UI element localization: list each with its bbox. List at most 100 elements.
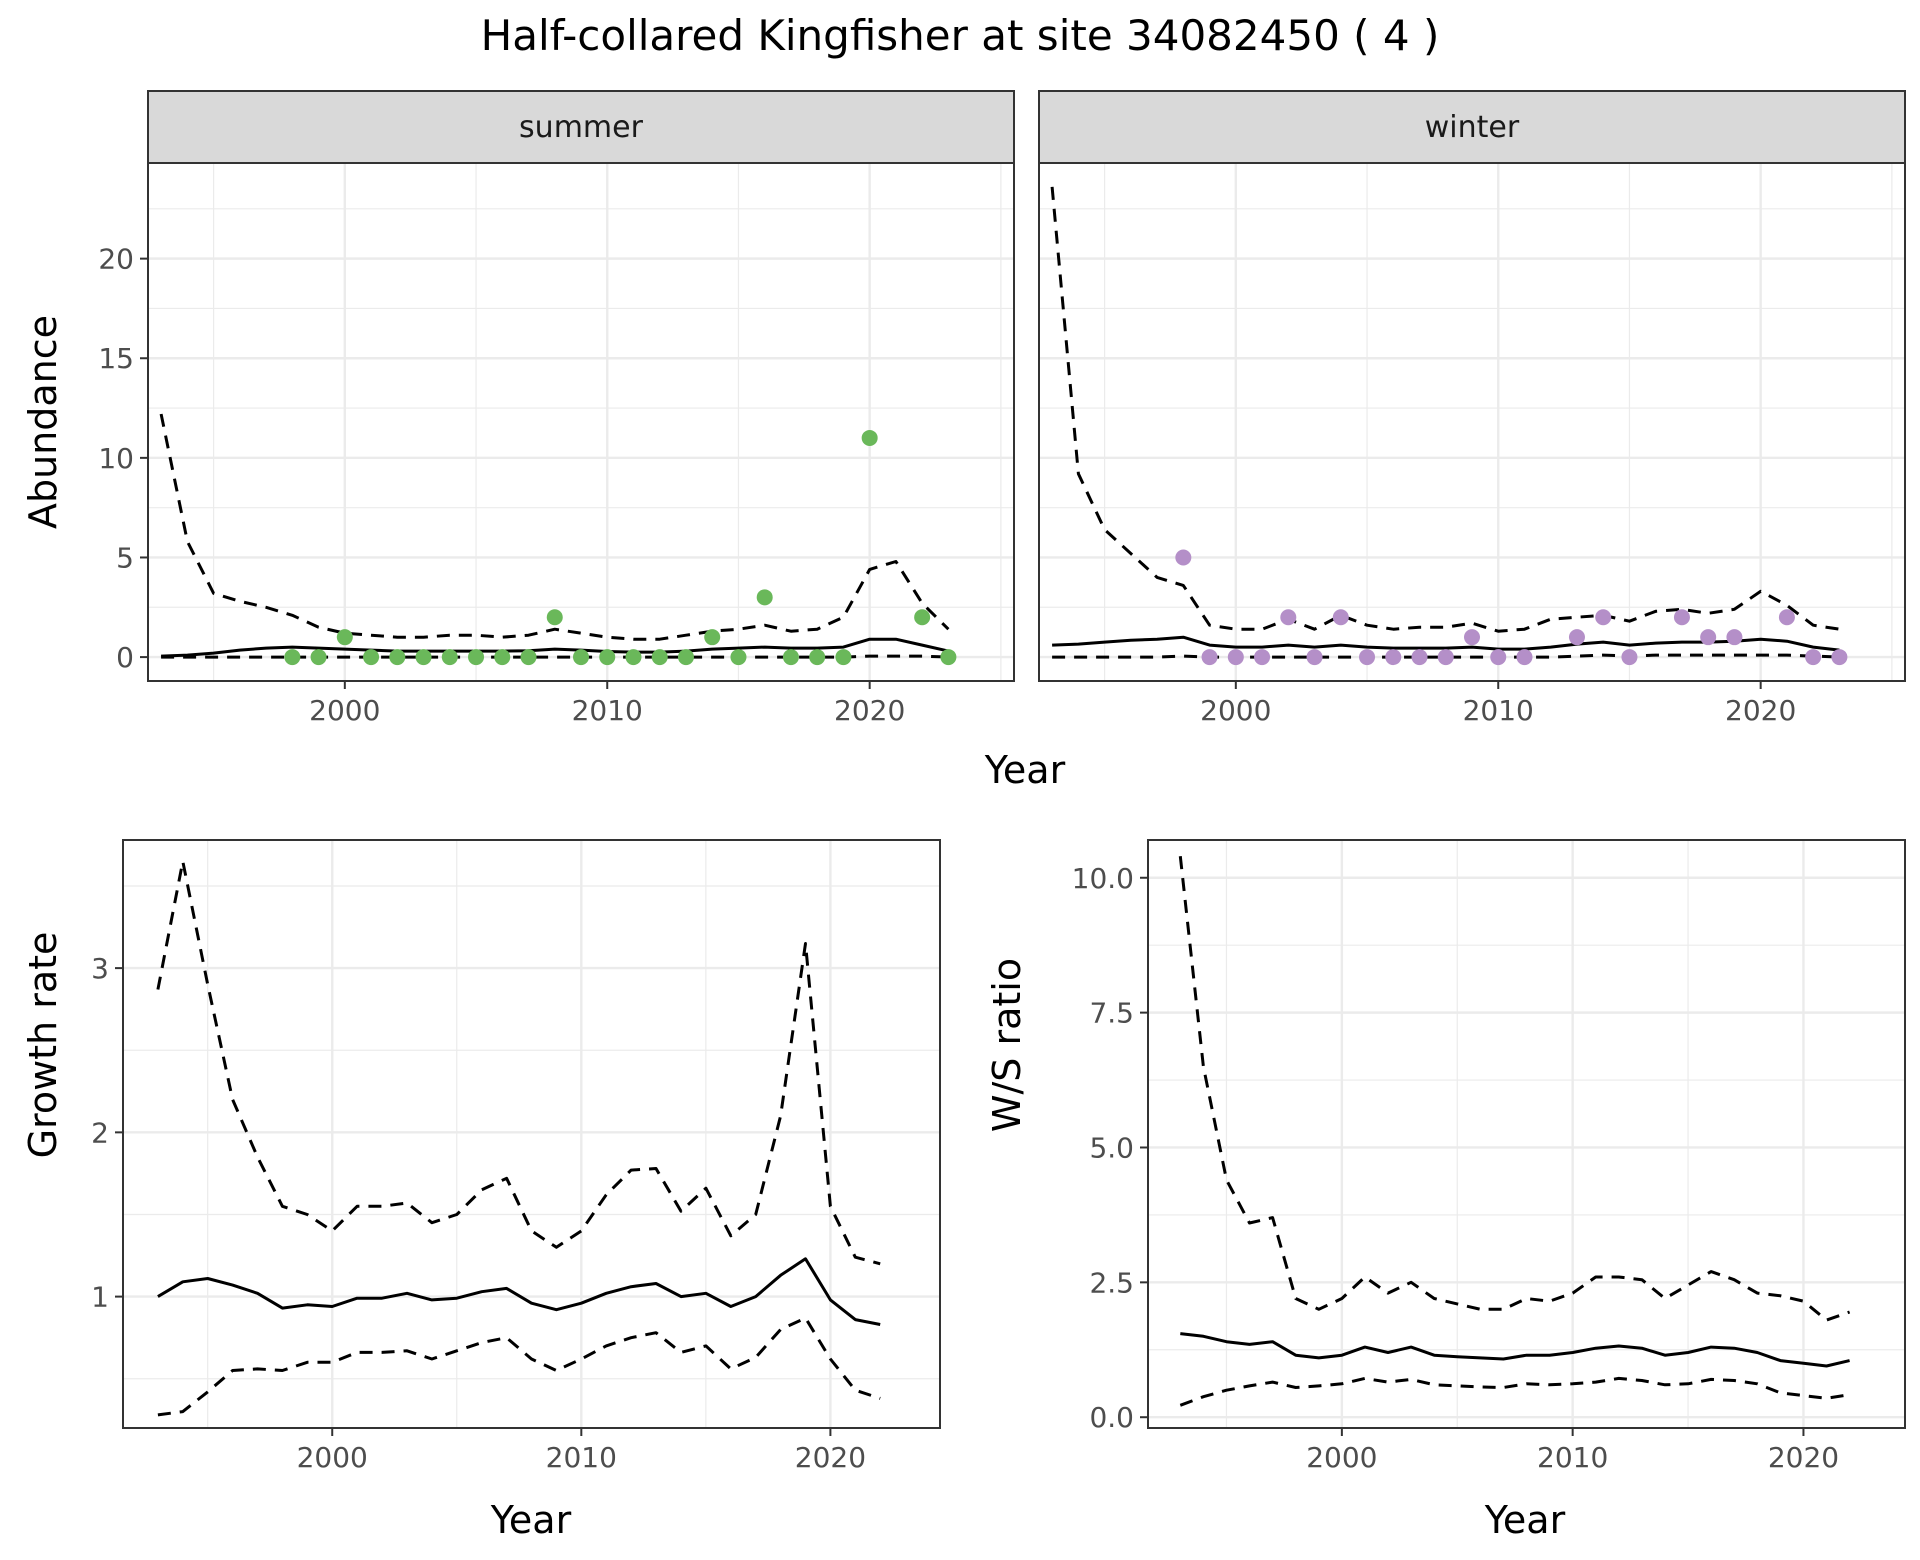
observed-point — [1516, 649, 1533, 666]
observed-point — [310, 649, 327, 666]
observed-point — [1805, 649, 1822, 666]
observed-point — [389, 649, 406, 666]
x-tick-label: 2020 — [1768, 1441, 1839, 1474]
observed-point — [835, 649, 852, 666]
observed-point — [1227, 649, 1244, 666]
observed-point — [520, 649, 537, 666]
abundance-x-axis-title: Year — [984, 748, 1066, 792]
observed-point — [1673, 609, 1690, 626]
ws-ratio-panel: 2000 2010 2020 0.0 2.5 5.0 7.5 10.0 — [1072, 839, 1906, 1474]
plot-background — [123, 840, 940, 1428]
observed-point — [1254, 649, 1271, 666]
facet-strip — [147, 90, 1015, 164]
observed-point — [651, 649, 668, 666]
y-tick-label: 20 — [98, 243, 134, 276]
lower-line — [1179, 1376, 1850, 1407]
panel-border — [122, 839, 941, 1429]
observed-point — [599, 649, 616, 666]
y-tick-label: 15 — [98, 342, 134, 375]
x-tick-label: 2010 — [572, 694, 643, 727]
observed-point — [861, 429, 878, 446]
observed-point — [363, 649, 380, 666]
x-tick-label: 2010 — [546, 1441, 617, 1474]
observed-point — [677, 649, 694, 666]
estimate-line — [161, 637, 949, 658]
abundance-y-axis-title: Abundance — [21, 315, 65, 529]
observed-point — [1201, 649, 1218, 666]
observed-point — [782, 649, 799, 666]
observed-point — [1490, 649, 1507, 666]
y-tick-label: 2.5 — [1089, 1266, 1134, 1299]
panel-border — [1147, 839, 1906, 1429]
observed-point — [1778, 609, 1795, 626]
x-tick-label: 2000 — [1200, 694, 1271, 727]
observed-point — [625, 649, 642, 666]
y-tick-label: 0 — [116, 641, 134, 674]
x-tick-label: 2020 — [795, 1441, 866, 1474]
estimate-line — [1180, 1332, 1850, 1368]
observed-point — [1700, 629, 1717, 646]
x-tick-label: 2000 — [297, 1441, 368, 1474]
y-tick-label: 5.0 — [1089, 1131, 1134, 1164]
upper-line — [1178, 856, 1851, 1322]
observed-point — [415, 649, 432, 666]
ws-ratio-x-axis-title: Year — [1484, 1498, 1566, 1542]
observed-point — [940, 649, 957, 666]
y-tick-label: 10 — [98, 442, 134, 475]
growth-rate-panel: 2000 2010 2020 1 2 3 — [91, 839, 941, 1474]
observed-point — [1411, 649, 1428, 666]
x-tick-label: 2000 — [309, 694, 380, 727]
observed-point — [1280, 609, 1297, 626]
observed-point — [468, 649, 485, 666]
growth-rate-x-axis-title: Year — [490, 1498, 572, 1542]
observed-point — [756, 589, 773, 606]
observed-point — [809, 649, 826, 666]
upper-line — [1050, 186, 1840, 633]
x-tick-label: 2010 — [1537, 1441, 1608, 1474]
observed-point — [704, 629, 721, 646]
observed-point — [1595, 609, 1612, 626]
facet-strip — [1038, 90, 1906, 164]
observed-point — [1359, 649, 1376, 666]
x-tick-label: 2020 — [1725, 694, 1796, 727]
upper-line — [159, 413, 950, 641]
observed-point — [284, 649, 301, 666]
observed-point — [1306, 649, 1323, 666]
y-tick-label: 0.0 — [1089, 1401, 1134, 1434]
observed-point — [1437, 649, 1454, 666]
observed-point — [1726, 629, 1743, 646]
lower-line — [157, 1316, 881, 1417]
plot-background — [148, 163, 1014, 681]
abundance-winter-panel: winter 2000 2010 2020 — [1038, 90, 1906, 727]
facet-label: summer — [519, 110, 644, 145]
plot-background — [1148, 840, 1905, 1428]
y-tick-label: 1 — [91, 1281, 109, 1314]
observed-point — [1385, 649, 1402, 666]
observed-point — [914, 609, 931, 626]
observed-point — [441, 649, 458, 666]
observed-point — [730, 649, 747, 666]
y-tick-label: 7.5 — [1089, 997, 1134, 1030]
observed-point — [1464, 629, 1480, 646]
estimate-line — [157, 1257, 881, 1326]
plot-background — [1039, 163, 1905, 681]
upper-line — [156, 859, 881, 1266]
observed-point — [1332, 609, 1349, 626]
x-tick-label: 2020 — [834, 694, 905, 727]
observed-point — [1831, 649, 1848, 666]
y-tick-label: 2 — [91, 1116, 109, 1149]
figure-title: Half-collared Kingfisher at site 3408245… — [481, 11, 1440, 60]
observed-point — [1568, 629, 1585, 646]
y-tick-label: 10.0 — [1072, 862, 1134, 895]
observed-point — [1621, 649, 1638, 666]
observed-point — [336, 629, 353, 646]
observed-point — [546, 609, 563, 626]
observed-point — [494, 649, 511, 666]
y-tick-label: 5 — [116, 541, 134, 574]
observed-point — [1175, 549, 1192, 566]
x-tick-label: 2010 — [1463, 694, 1534, 727]
x-tick-label: 2000 — [1306, 1441, 1377, 1474]
facet-label: winter — [1425, 110, 1520, 145]
y-tick-label: 3 — [91, 952, 109, 985]
